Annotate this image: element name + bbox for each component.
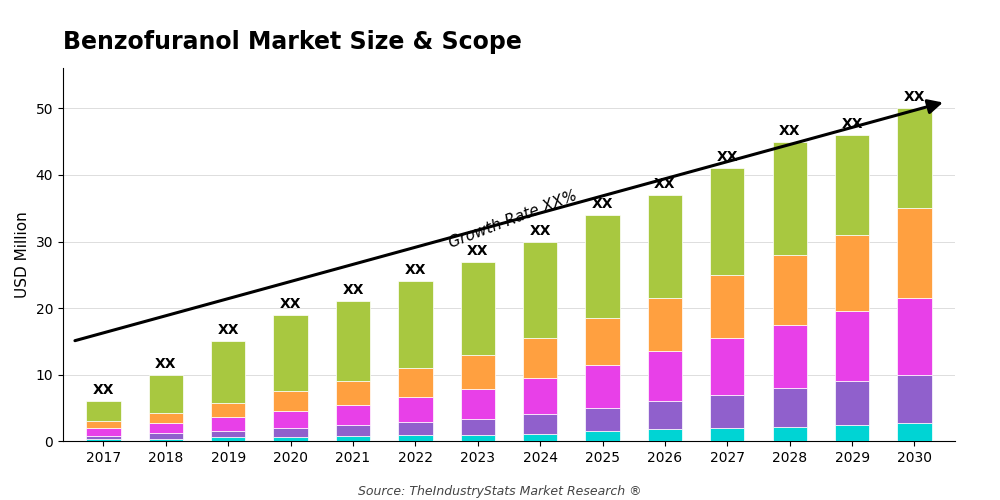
Bar: [398, 368, 433, 396]
Text: XX: XX: [342, 284, 364, 298]
Text: XX: XX: [654, 177, 676, 191]
Bar: [211, 438, 245, 442]
Bar: [149, 438, 183, 442]
Bar: [710, 168, 744, 275]
Bar: [461, 354, 495, 388]
Bar: [398, 396, 433, 422]
Text: XX: XX: [904, 90, 925, 104]
Bar: [585, 318, 620, 364]
Text: XX: XX: [155, 356, 177, 370]
Bar: [523, 338, 557, 378]
Bar: [86, 428, 121, 436]
Bar: [897, 374, 932, 422]
Text: XX: XX: [93, 384, 114, 398]
Bar: [86, 440, 121, 442]
Text: Source: TheIndustryStats Market Research ®: Source: TheIndustryStats Market Research…: [358, 484, 642, 498]
Bar: [149, 374, 183, 412]
Bar: [648, 352, 682, 402]
Text: XX: XX: [217, 324, 239, 338]
Bar: [149, 422, 183, 434]
Bar: [149, 412, 183, 422]
Bar: [773, 142, 807, 255]
Bar: [398, 282, 433, 368]
Bar: [461, 388, 495, 418]
Bar: [710, 275, 744, 338]
Bar: [773, 255, 807, 325]
Bar: [86, 422, 121, 428]
Bar: [773, 325, 807, 388]
Text: XX: XX: [717, 150, 738, 164]
Y-axis label: USD Million: USD Million: [15, 212, 30, 298]
Bar: [648, 430, 682, 442]
Bar: [897, 108, 932, 208]
Text: XX: XX: [467, 244, 489, 258]
Bar: [710, 428, 744, 442]
Bar: [461, 418, 495, 434]
Text: XX: XX: [841, 117, 863, 131]
Bar: [398, 422, 433, 436]
Bar: [710, 338, 744, 394]
Bar: [461, 434, 495, 442]
Text: XX: XX: [592, 197, 613, 211]
Bar: [336, 436, 370, 442]
Bar: [648, 195, 682, 298]
Bar: [897, 298, 932, 374]
Bar: [585, 432, 620, 442]
Bar: [523, 378, 557, 414]
Bar: [211, 402, 245, 417]
Bar: [523, 414, 557, 434]
Bar: [336, 382, 370, 404]
Bar: [273, 392, 308, 411]
Bar: [585, 408, 620, 432]
Bar: [835, 235, 869, 312]
Bar: [273, 315, 308, 392]
Bar: [523, 434, 557, 442]
Bar: [86, 436, 121, 440]
Bar: [835, 424, 869, 442]
Bar: [648, 402, 682, 429]
Bar: [86, 402, 121, 421]
Text: Growth Rate XX%: Growth Rate XX%: [447, 188, 579, 251]
Text: XX: XX: [529, 224, 551, 237]
Text: XX: XX: [280, 297, 301, 311]
Bar: [585, 364, 620, 408]
Bar: [273, 436, 308, 442]
Bar: [211, 418, 245, 430]
Bar: [211, 430, 245, 438]
Bar: [897, 422, 932, 442]
Bar: [648, 298, 682, 352]
Bar: [336, 404, 370, 425]
Bar: [398, 436, 433, 442]
Text: XX: XX: [405, 264, 426, 278]
Bar: [835, 135, 869, 235]
Bar: [773, 426, 807, 442]
Bar: [336, 302, 370, 382]
Bar: [149, 434, 183, 438]
Bar: [211, 342, 245, 402]
Bar: [523, 242, 557, 338]
Bar: [273, 412, 308, 428]
Bar: [773, 388, 807, 426]
Bar: [461, 262, 495, 354]
Text: Benzofuranol Market Size & Scope: Benzofuranol Market Size & Scope: [63, 30, 522, 54]
Bar: [835, 312, 869, 382]
Bar: [835, 382, 869, 424]
Bar: [585, 215, 620, 318]
Bar: [336, 426, 370, 436]
Bar: [710, 394, 744, 428]
Bar: [897, 208, 932, 298]
Text: XX: XX: [779, 124, 800, 138]
Bar: [273, 428, 308, 436]
